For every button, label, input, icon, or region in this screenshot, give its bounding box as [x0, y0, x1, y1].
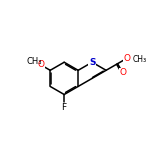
Text: F: F: [62, 103, 67, 112]
Text: O: O: [124, 54, 131, 63]
Text: CH₃: CH₃: [133, 55, 147, 64]
Text: O: O: [120, 68, 127, 77]
Text: S: S: [89, 58, 95, 67]
Text: CH₃: CH₃: [27, 57, 42, 66]
Text: O: O: [37, 60, 44, 69]
